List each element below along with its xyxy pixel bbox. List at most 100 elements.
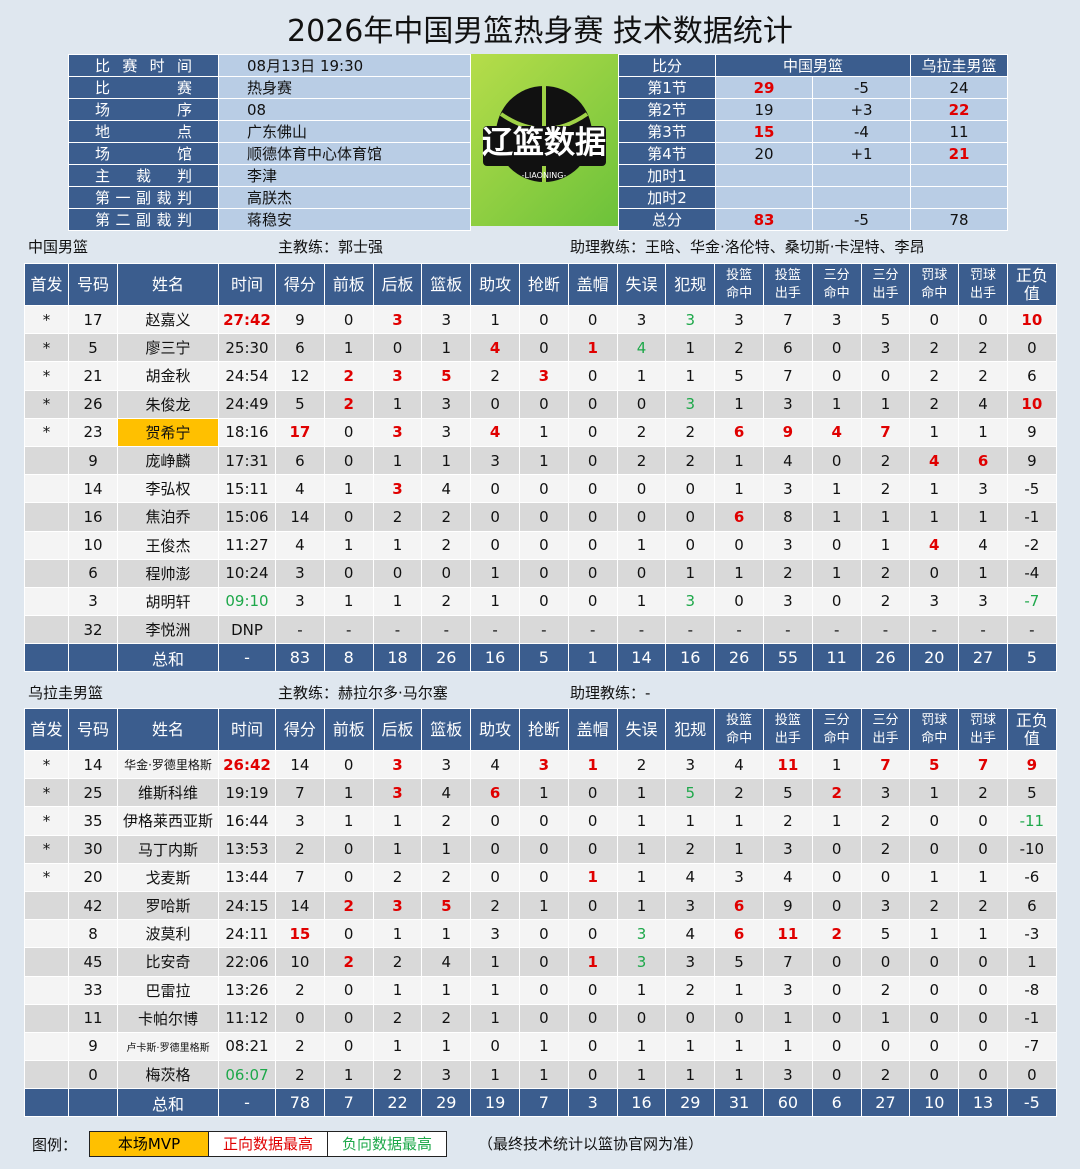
stat-cell: 1	[714, 445, 764, 476]
stat-cell: 0	[470, 862, 520, 892]
stat-cell: 1	[323, 806, 374, 836]
stat-cell: 2	[860, 1060, 911, 1090]
total-cell: 19	[470, 1088, 520, 1118]
info-row: 比 赛 时 间 08月13日 19:30	[68, 54, 471, 77]
stat-cell: 3	[665, 586, 716, 617]
stat-cell: 0	[567, 1003, 618, 1033]
stat-cell: 0	[323, 502, 374, 532]
score-header-cell: 中国男篮	[714, 54, 912, 77]
stat-cell: 0	[518, 530, 569, 560]
header-cell: 后板	[372, 708, 423, 751]
stat-cell: 0	[421, 558, 472, 588]
stat-cell: 25:30	[218, 333, 276, 363]
stat-cell: 1	[323, 530, 374, 560]
stat-cell: 3	[372, 749, 423, 780]
player-row: 9 庞峥麟 17:31 6 0 1 1 3 1 0 2 2 1 4 0 2 4 6 9	[24, 445, 1057, 476]
stat-cell: 1	[323, 586, 374, 617]
stat-cell	[24, 1003, 69, 1033]
stat-cell: -	[275, 615, 325, 645]
total-cell: 14	[616, 643, 667, 673]
stat-cell: -3	[1006, 919, 1057, 949]
info-value: 广东佛山	[218, 120, 471, 143]
stat-cell: DNP	[218, 615, 276, 645]
stat-cell: 0	[470, 530, 520, 560]
stat-cell: 4	[421, 947, 472, 977]
stat-cell: 3	[372, 778, 423, 808]
header-row: 首发 号码 姓名 时间 得分 前板 后板 篮板 助攻 抢断 盖帽 失误 犯规 投篮 命中 投篮 出手 三分 命…	[24, 263, 1057, 306]
stat-cell: 2	[616, 417, 667, 447]
stat-cell: 3	[958, 586, 1008, 617]
total-cell: 总和	[117, 1088, 219, 1118]
title: 2026年中国男篮热身赛 技术数据统计	[287, 14, 793, 49]
stat-cell: 1	[860, 1003, 911, 1033]
stat-cell: *	[24, 333, 69, 363]
stat-cell: 4	[762, 445, 813, 476]
score-cell: 83	[715, 208, 813, 231]
total-cell: 29	[665, 1088, 716, 1118]
stat-cell: *	[24, 361, 69, 391]
stat-cell: 1	[372, 445, 423, 476]
stat-cell: 0	[616, 474, 667, 504]
stat-cell: 2	[665, 975, 716, 1005]
score-cell	[910, 186, 1009, 209]
stat-cell: 0	[567, 1060, 618, 1090]
stat-cell	[24, 586, 69, 617]
stat-cell: 2	[762, 806, 813, 836]
stat-cell: 2	[714, 778, 764, 808]
stat-cell: 1	[323, 778, 374, 808]
info-label: 比 赛	[68, 76, 219, 99]
total-cell: 13	[958, 1088, 1008, 1118]
header-cell: 犯规	[665, 708, 716, 751]
stat-cell: 0	[323, 417, 374, 447]
header-cell: 前板	[323, 708, 374, 751]
stat-cell: 1	[714, 806, 764, 836]
stat-cell: 李悦洲	[117, 615, 219, 645]
header-cell: 投篮 命中	[714, 708, 764, 751]
stat-cell: 3	[372, 304, 423, 335]
stat-cell: 7	[958, 749, 1008, 780]
stat-cell: *	[24, 304, 69, 335]
stat-cell: -	[372, 615, 423, 645]
stat-cell: 6	[470, 778, 520, 808]
stat-cell: 1	[616, 361, 667, 391]
score-cell	[811, 186, 912, 209]
stat-cell: 06:07	[218, 1060, 276, 1090]
stat-cell: 0	[909, 834, 960, 864]
stat-cell: 3	[714, 862, 764, 892]
legend-item: 本场MVP	[90, 1132, 209, 1156]
stat-cell: 0	[958, 1031, 1008, 1062]
header-cell: 抢断	[518, 708, 569, 751]
stat-cell: 7	[762, 304, 813, 335]
stat-cell: 0	[909, 304, 960, 335]
stat-cell: 0	[811, 834, 862, 864]
total-cell	[68, 1088, 118, 1118]
stat-cell: 15:06	[218, 502, 276, 532]
stat-cell: 庞峥麟	[117, 445, 219, 476]
score-label: 第4节	[618, 142, 716, 165]
stat-cell: -7	[1006, 1031, 1057, 1062]
player-row: * 20 戈麦斯 13:44 7 0 2 2 0 0 1 1 4 3 4 0 0 1 1 -6	[24, 862, 1057, 892]
total-cell: 31	[714, 1088, 764, 1118]
stat-cell: 0	[811, 1003, 862, 1033]
stat-cell: 0	[909, 947, 960, 977]
stat-cell: 7	[762, 361, 813, 391]
stat-cell: 1	[372, 919, 423, 949]
stat-cell: 1	[518, 1060, 569, 1090]
stat-cell: 2	[909, 361, 960, 391]
stat-cell: 0	[470, 389, 520, 419]
score-cell: 15	[715, 120, 813, 143]
stat-cell: 0	[470, 474, 520, 504]
stat-cell: 0	[909, 1003, 960, 1033]
stat-cell: 0	[909, 558, 960, 588]
stat-cell: 1	[665, 558, 716, 588]
stat-cell: 1	[421, 919, 472, 949]
stat-cell: -	[518, 615, 569, 645]
score-row: 加时2	[618, 186, 1009, 209]
player-row: 6 程帅澎 10:24 3 0 0 0 1 0 0 0 1 1 2 1 2 0 1 -4	[24, 558, 1057, 588]
header-cell: 助攻	[470, 708, 520, 751]
stat-cell: 4	[275, 474, 325, 504]
stat-cell: 0	[470, 806, 520, 836]
stat-cell: 5	[714, 361, 764, 391]
stat-cell: 1	[616, 1060, 667, 1090]
total-row: 总和 -83 8 18 26 16 5 1 14 16 26 55 11 26 20 27 5	[24, 643, 1057, 673]
